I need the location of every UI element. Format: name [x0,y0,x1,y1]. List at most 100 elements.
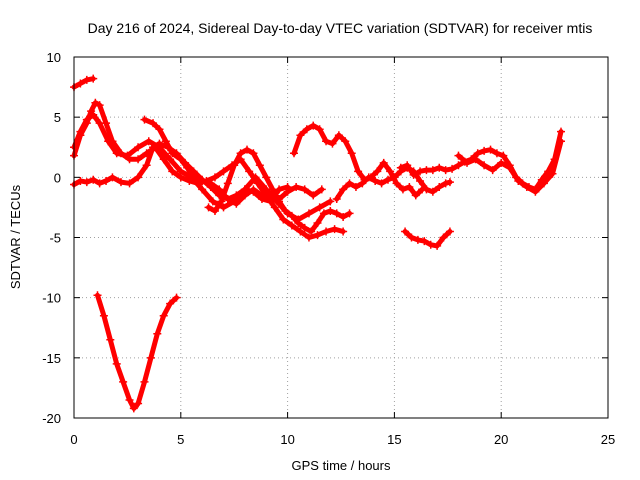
data-point [300,185,309,194]
data-point [398,185,407,194]
data-point [557,137,566,146]
data-point [204,203,213,212]
y-tick-label: 10 [47,50,61,65]
data-point [463,158,472,167]
data-point [89,175,98,184]
data-point [155,139,164,148]
data-point [435,163,444,172]
data-point [354,167,363,176]
data-point [334,131,343,140]
y-tick-label: -10 [42,291,61,306]
data-point [315,125,324,134]
x-tick-label: 0 [70,432,77,447]
data-point [292,182,301,191]
data-point [411,191,420,200]
data-point [294,219,303,228]
data-point [116,178,125,187]
data-point [454,151,463,160]
data-point [189,173,198,182]
grid [74,57,608,418]
data-point [302,125,311,134]
data-point [441,166,450,175]
data-point [287,221,296,230]
data-point [198,185,207,194]
data-point [514,176,523,185]
data-point [95,101,104,110]
data-point [313,219,322,228]
data-point [480,146,489,155]
series-sat-e [140,115,292,208]
data-point [332,209,341,218]
data-point [296,131,305,140]
data-point [383,175,392,184]
data-point [345,179,354,188]
data-point [134,173,143,182]
data-point [377,179,386,188]
data-point [339,185,348,194]
data-point [89,74,98,83]
data-point [283,182,292,191]
data-point [448,164,457,173]
data-point [326,207,335,216]
data-point [300,223,309,232]
data-point [339,227,348,236]
data-point [119,377,128,386]
data-point [142,161,151,170]
data-point [386,167,395,176]
data-point [104,137,113,146]
data-point [304,233,313,242]
series-line [95,292,179,411]
data-point [315,203,324,212]
data-point [176,155,185,164]
data-point [208,197,217,206]
series-sat-b [70,98,348,242]
data-point [420,237,429,246]
series-sat-l [93,291,181,413]
data-point [149,143,158,152]
data-point [217,197,226,206]
data-point [373,167,382,176]
data-point [240,191,249,200]
data-point [313,231,322,240]
data-point [161,137,170,146]
data-point [112,149,121,158]
data-point [290,149,299,158]
x-tick-label: 5 [177,432,184,447]
data-point [82,75,91,84]
data-point [206,179,215,188]
data-point [341,137,350,146]
data-point [488,166,497,175]
data-point [445,178,454,187]
data-point [531,187,540,196]
data-point [422,185,431,194]
data-point [153,329,162,338]
data-point [89,110,98,119]
data-point [358,179,367,188]
series-layer [70,74,566,413]
x-axis-label: GPS time / hours [292,458,391,473]
data-point [379,158,388,167]
data-point [210,173,219,182]
data-point [255,161,264,170]
data-point [426,240,435,249]
data-point [99,311,108,320]
data-point [232,199,241,208]
data-point [307,227,316,236]
data-point [95,119,104,128]
data-point [82,178,91,187]
data-point [492,149,501,158]
data-point [351,182,360,191]
data-point [125,179,134,188]
data-point [230,161,239,170]
data-point [219,167,228,176]
data-point [480,161,489,170]
data-point [236,149,245,158]
data-point [125,395,134,404]
data-point [364,173,373,182]
data-point [219,203,228,212]
data-point [215,185,224,194]
data-point [396,163,405,172]
data-point [129,404,138,413]
data-point [486,145,495,154]
y-tick-label: 5 [54,110,61,125]
